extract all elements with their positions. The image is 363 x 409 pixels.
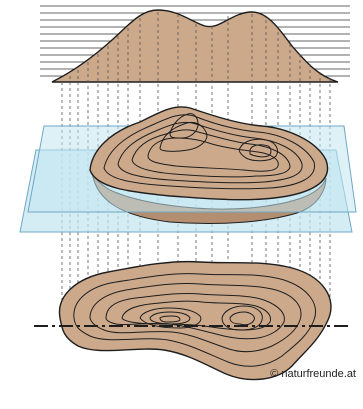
terrain-3d — [89, 106, 329, 201]
copyright-credit: © naturfreunde.at — [270, 368, 356, 380]
mountain-profile — [51, 9, 339, 83]
contour-map — [58, 260, 332, 381]
terrain-3d-base — [89, 106, 329, 201]
contour-map-base — [58, 260, 332, 381]
